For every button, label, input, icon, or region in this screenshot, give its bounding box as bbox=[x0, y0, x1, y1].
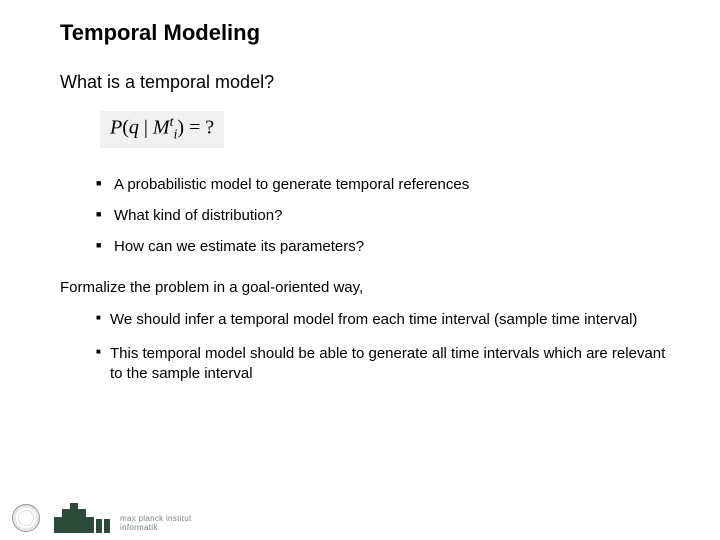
list-item: This temporal model should be able to ge… bbox=[96, 344, 670, 385]
slide: Temporal Modeling What is a temporal mod… bbox=[0, 0, 720, 540]
mpii-logo: max planck institut informatik bbox=[54, 503, 192, 533]
bullet-list-top: A probabilistic model to generate tempor… bbox=[96, 176, 670, 255]
subheading: What is a temporal model? bbox=[60, 72, 670, 93]
paragraph: Formalize the problem in a goal-oriented… bbox=[60, 279, 670, 296]
list-item: We should infer a temporal model from ea… bbox=[96, 310, 670, 330]
mpii-bars-icon bbox=[54, 503, 110, 533]
seal-icon bbox=[12, 504, 40, 532]
formula-eq: = ? bbox=[184, 117, 214, 139]
list-item: How can we estimate its parameters? bbox=[96, 238, 670, 255]
bullet-list-bottom: We should infer a temporal model from ea… bbox=[96, 310, 670, 385]
list-item: A probabilistic model to generate tempor… bbox=[96, 176, 670, 193]
footer: max planck institut informatik bbox=[0, 496, 720, 540]
formula-bar: | bbox=[139, 117, 153, 139]
formula-P: P bbox=[110, 117, 122, 139]
formula: P(q | Mti) = ? bbox=[100, 111, 224, 148]
formula-q: q bbox=[129, 117, 139, 139]
list-item: What kind of distribution? bbox=[96, 207, 670, 224]
institute-line2: informatik bbox=[120, 524, 192, 533]
formula-M: M bbox=[153, 117, 170, 139]
slide-title: Temporal Modeling bbox=[60, 20, 670, 46]
mpii-text: max planck institut informatik bbox=[120, 515, 192, 533]
formula-open: ( bbox=[122, 117, 129, 139]
